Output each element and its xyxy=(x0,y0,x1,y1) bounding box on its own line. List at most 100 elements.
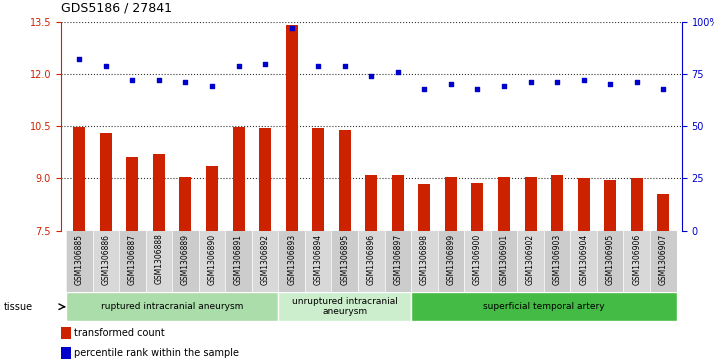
Bar xyxy=(464,231,491,292)
Point xyxy=(259,61,271,66)
Bar xyxy=(172,231,198,292)
Bar xyxy=(66,231,93,292)
Bar xyxy=(551,175,563,231)
Point xyxy=(100,63,111,69)
Text: percentile rank within the sample: percentile rank within the sample xyxy=(74,348,239,358)
Text: GSM1306887: GSM1306887 xyxy=(128,234,137,285)
Point xyxy=(498,83,510,89)
Bar xyxy=(278,231,305,292)
Point xyxy=(339,63,351,69)
Text: GSM1306893: GSM1306893 xyxy=(287,234,296,285)
Bar xyxy=(358,231,385,292)
Text: superficial temporal artery: superficial temporal artery xyxy=(483,302,605,311)
Point xyxy=(446,82,457,87)
Text: GSM1306898: GSM1306898 xyxy=(420,234,429,285)
Bar xyxy=(471,183,483,231)
Text: GSM1306906: GSM1306906 xyxy=(632,234,641,285)
Bar xyxy=(491,231,517,292)
Bar xyxy=(286,25,298,231)
Text: GSM1306891: GSM1306891 xyxy=(234,234,243,285)
Point xyxy=(74,56,85,62)
Bar xyxy=(198,231,226,292)
Bar xyxy=(578,178,590,231)
Text: GSM1306903: GSM1306903 xyxy=(553,234,562,285)
Bar xyxy=(438,231,464,292)
Bar xyxy=(411,231,438,292)
FancyBboxPatch shape xyxy=(278,292,411,321)
Bar xyxy=(252,231,278,292)
Bar xyxy=(93,231,119,292)
Bar xyxy=(259,128,271,231)
Point xyxy=(313,63,324,69)
Text: GSM1306889: GSM1306889 xyxy=(181,234,190,285)
Point xyxy=(392,69,403,75)
Bar xyxy=(658,194,669,231)
Text: GDS5186 / 27841: GDS5186 / 27841 xyxy=(61,2,171,15)
Bar xyxy=(650,231,677,292)
Bar xyxy=(233,127,244,231)
Point xyxy=(286,25,297,31)
Bar xyxy=(119,231,146,292)
Text: GSM1306890: GSM1306890 xyxy=(208,234,216,285)
Point xyxy=(233,63,244,69)
Bar xyxy=(570,231,597,292)
Point xyxy=(206,83,218,89)
Bar xyxy=(74,127,85,231)
Bar xyxy=(418,184,431,231)
Text: GSM1306896: GSM1306896 xyxy=(367,234,376,285)
Point xyxy=(631,79,643,85)
Point xyxy=(605,82,616,87)
Bar xyxy=(126,158,139,231)
Bar xyxy=(517,231,544,292)
Text: GSM1306885: GSM1306885 xyxy=(75,234,84,285)
Text: GSM1306902: GSM1306902 xyxy=(526,234,535,285)
Text: GSM1306904: GSM1306904 xyxy=(579,234,588,285)
Text: GSM1306905: GSM1306905 xyxy=(605,234,615,285)
Bar xyxy=(445,176,457,231)
Text: GSM1306900: GSM1306900 xyxy=(473,234,482,285)
Bar xyxy=(61,327,71,339)
Point xyxy=(366,73,377,79)
Point xyxy=(551,79,563,85)
Bar xyxy=(544,231,570,292)
Bar xyxy=(61,347,71,359)
Text: GSM1306895: GSM1306895 xyxy=(341,234,349,285)
Bar xyxy=(305,231,331,292)
Bar xyxy=(525,176,536,231)
Point xyxy=(525,79,536,85)
Text: unruptured intracranial
aneurysm: unruptured intracranial aneurysm xyxy=(292,297,398,317)
Bar xyxy=(604,180,616,231)
Bar xyxy=(146,231,172,292)
Bar xyxy=(338,130,351,231)
Bar xyxy=(179,176,191,231)
Bar xyxy=(630,178,643,231)
Point xyxy=(472,86,483,91)
Bar xyxy=(597,231,623,292)
Bar xyxy=(366,175,377,231)
Point xyxy=(180,79,191,85)
Point xyxy=(126,77,138,83)
Text: transformed count: transformed count xyxy=(74,328,165,338)
Bar xyxy=(206,166,218,231)
Bar xyxy=(100,133,112,231)
Point xyxy=(418,86,430,91)
FancyBboxPatch shape xyxy=(66,292,278,321)
Text: tissue: tissue xyxy=(4,302,33,312)
Point xyxy=(578,77,589,83)
Text: GSM1306907: GSM1306907 xyxy=(659,234,668,285)
Point xyxy=(658,86,669,91)
Bar xyxy=(498,176,510,231)
Text: ruptured intracranial aneurysm: ruptured intracranial aneurysm xyxy=(101,302,243,311)
Text: GSM1306894: GSM1306894 xyxy=(313,234,323,285)
Text: GSM1306888: GSM1306888 xyxy=(154,234,164,285)
Text: GSM1306886: GSM1306886 xyxy=(101,234,111,285)
Bar xyxy=(331,231,358,292)
FancyBboxPatch shape xyxy=(411,292,677,321)
Point xyxy=(154,77,165,83)
Bar xyxy=(226,231,252,292)
Bar xyxy=(392,175,404,231)
Text: GSM1306897: GSM1306897 xyxy=(393,234,402,285)
Text: GSM1306901: GSM1306901 xyxy=(500,234,508,285)
Bar xyxy=(153,154,165,231)
Bar xyxy=(623,231,650,292)
